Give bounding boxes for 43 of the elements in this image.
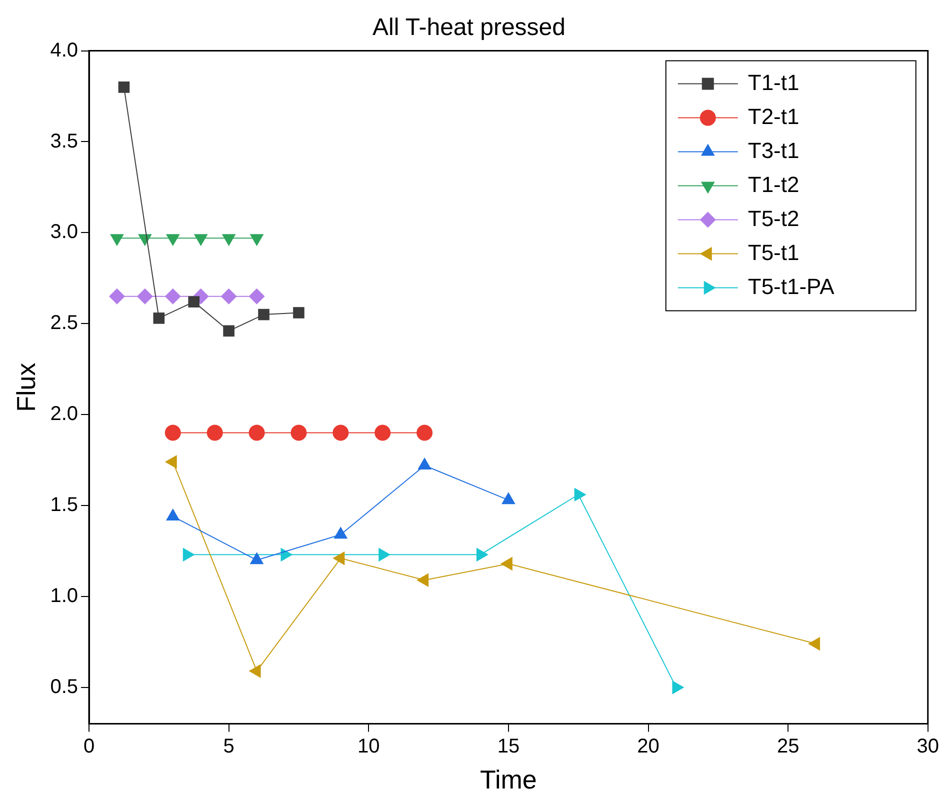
point [153,312,165,324]
chart-title: All T-heat pressed [372,14,566,42]
y-tick-label: 1.0 [50,584,78,607]
point [290,424,307,441]
point [374,424,391,441]
x-tick-label: 10 [358,735,380,758]
point [206,424,223,441]
legend-label: T1-t2 [748,172,800,197]
point [118,82,130,93]
legend-label: T5-t1-PA [748,274,835,299]
y-tick-label: 4.0 [50,39,78,62]
y-tick-label: 2.5 [50,312,78,334]
point [188,296,200,308]
legend-label: T5-t1 [748,240,800,265]
x-tick-label: 15 [497,735,520,758]
y-tick-label: 3.0 [50,221,78,244]
x-tick-label: 30 [916,735,939,758]
y-tick-label: 3.5 [50,130,78,152]
legend-label: T2-t1 [748,104,800,129]
point [258,308,270,320]
legend-label: T3-t1 [748,138,800,163]
x-tick-label: 25 [776,735,800,758]
x-tick-label: 5 [223,735,234,758]
legend-label: T5-t2 [748,206,800,231]
y-axis-title: Flux [10,362,41,412]
point [223,325,234,337]
point [248,288,265,304]
point [293,307,304,318]
x-tick-label: 0 [83,735,95,758]
point [164,288,181,304]
point [416,424,433,441]
point [248,424,265,441]
x-axis-title: Time [480,764,537,795]
point [220,288,237,304]
point [332,424,349,441]
point [108,288,125,304]
x-tick-label: 20 [637,735,660,758]
y-tick-label: 2.0 [50,403,78,426]
legend-label: T1-t1 [748,70,800,95]
y-tick-label: 1.5 [50,494,78,516]
y-tick-label: 0.5 [50,676,78,698]
point [136,288,153,304]
point [164,424,181,441]
